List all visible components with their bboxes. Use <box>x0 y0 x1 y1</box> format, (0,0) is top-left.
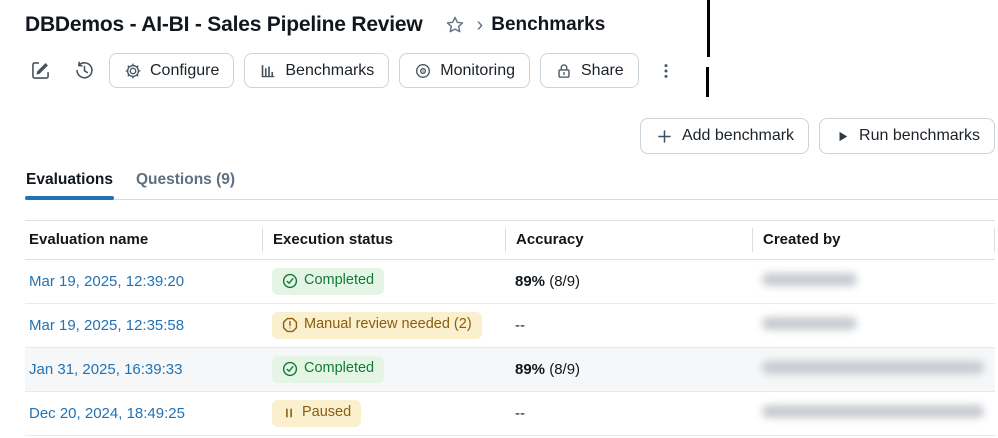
table-header-row: Evaluation name Execution status Accurac… <box>25 220 995 260</box>
status-label: Completed <box>304 272 375 289</box>
plus-icon <box>655 127 674 146</box>
accuracy-rest: (8/9) <box>545 361 581 378</box>
tab-bar: Evaluations Questions (9) <box>25 167 998 200</box>
redacted-name <box>762 317 857 330</box>
evaluation-link[interactable]: Dec 20, 2024, 18:49:25 <box>29 405 185 422</box>
created-by-cell <box>752 405 995 422</box>
edit-button[interactable] <box>25 56 55 86</box>
table-row[interactable]: Jan 31, 2025, 16:39:33 <box>25 348 995 392</box>
redacted-name <box>762 405 984 418</box>
check-circle-icon <box>282 273 298 289</box>
evaluation-name-cell: Jan 31, 2025, 16:39:33 <box>25 361 262 378</box>
overflow-menu-button[interactable] <box>651 56 681 86</box>
redacted-name <box>762 361 984 374</box>
benchmarks-button[interactable]: Benchmarks <box>244 53 390 88</box>
page-title: DBDemos - AI-BI - Sales Pipeline Review <box>25 13 423 36</box>
breadcrumb-chevron-icon: › <box>476 14 484 36</box>
status-label: Paused <box>302 404 352 421</box>
execution-status-cell: Completed <box>262 268 505 295</box>
table-row[interactable]: Mar 19, 2025, 12:39:20 <box>25 260 995 304</box>
pencil-square-icon <box>30 60 51 81</box>
favorite-button[interactable] <box>443 13 467 37</box>
status-badge: Completed <box>272 356 385 383</box>
evaluations-table: Evaluation name Execution status Accurac… <box>25 220 995 436</box>
status-label: Completed <box>304 360 375 377</box>
execution-status-cell: Manual review needed (2) <box>262 312 505 339</box>
table-row[interactable]: Mar 19, 2025, 12:35:58 <box>25 304 995 348</box>
share-label: Share <box>581 61 624 79</box>
table-row[interactable]: Dec 20, 2024, 18:49:25 <box>25 392 995 436</box>
eye-icon <box>414 62 432 80</box>
accuracy-rest: -- <box>515 317 525 334</box>
status-badge: Completed <box>272 268 385 295</box>
lock-icon <box>555 62 573 80</box>
created-by-cell <box>752 317 995 334</box>
created-by-cell <box>752 273 995 290</box>
accuracy-cell: -- <box>505 317 752 334</box>
accuracy-bold: 89% <box>515 273 546 290</box>
tab-evaluations[interactable]: Evaluations <box>25 167 114 200</box>
monitoring-button[interactable]: Monitoring <box>399 53 530 88</box>
column-header-created-by: Created by <box>752 228 995 252</box>
accuracy-rest: (8/9) <box>545 273 581 290</box>
evaluation-name-cell: Dec 20, 2024, 18:49:25 <box>25 405 262 422</box>
screenshot-artifact-line <box>706 67 709 97</box>
created-by-cell <box>752 361 995 378</box>
table-body: Mar 19, 2025, 12:39:20 <box>25 260 995 436</box>
accuracy-rest: -- <box>515 405 525 422</box>
screenshot-artifact-line <box>707 0 710 57</box>
column-header-evaluation-name: Evaluation name <box>29 231 149 248</box>
evaluation-link[interactable]: Mar 19, 2025, 12:35:58 <box>29 317 185 334</box>
execution-status-cell: Paused <box>262 400 505 427</box>
column-header-accuracy: Accuracy <box>505 228 752 252</box>
kebab-menu-icon <box>657 62 675 80</box>
bar-chart-icon <box>259 62 277 80</box>
run-benchmarks-button[interactable]: Run benchmarks <box>819 118 995 154</box>
configure-button[interactable]: Configure <box>109 53 235 88</box>
history-button[interactable] <box>69 56 99 86</box>
status-badge: Manual review needed (2) <box>272 312 482 339</box>
accuracy-bold: 89% <box>515 361 546 378</box>
accuracy-cell: -- <box>505 405 752 422</box>
star-icon <box>445 15 465 35</box>
clock-rewind-icon <box>74 60 95 81</box>
share-button[interactable]: Share <box>540 53 639 88</box>
add-benchmark-button[interactable]: Add benchmark <box>639 118 810 154</box>
evaluation-name-cell: Mar 19, 2025, 12:35:58 <box>25 317 262 334</box>
toolbar: Configure Benchmarks <box>25 53 998 88</box>
alert-octagon-icon <box>282 317 298 333</box>
evaluation-link[interactable]: Mar 19, 2025, 12:39:20 <box>29 273 185 290</box>
monitoring-label: Monitoring <box>440 61 515 79</box>
accuracy-cell: 89% (8/9) <box>505 273 752 290</box>
benchmark-actions: Add benchmark Run benchmarks <box>0 118 995 154</box>
configure-label: Configure <box>150 61 220 79</box>
page-header: DBDemos - AI-BI - Sales Pipeline Review … <box>0 0 998 37</box>
redacted-name <box>762 273 857 286</box>
play-icon <box>834 128 851 145</box>
evaluation-link[interactable]: Jan 31, 2025, 16:39:33 <box>29 361 183 378</box>
status-label: Manual review needed (2) <box>304 316 472 333</box>
pause-icon <box>282 406 296 420</box>
gear-icon <box>124 62 142 80</box>
execution-status-cell: Completed <box>262 356 505 383</box>
breadcrumb-current: Benchmarks <box>491 14 606 35</box>
evaluation-name-cell: Mar 19, 2025, 12:39:20 <box>25 273 262 290</box>
status-badge: Paused <box>272 400 362 427</box>
accuracy-cell: 89% (8/9) <box>505 361 752 378</box>
tab-questions[interactable]: Questions (9) <box>136 171 236 188</box>
check-circle-icon <box>282 361 298 377</box>
add-benchmark-label: Add benchmark <box>681 127 795 144</box>
benchmarks-label: Benchmarks <box>285 61 375 79</box>
column-header-execution-status: Execution status <box>262 228 505 252</box>
run-benchmarks-label: Run benchmarks <box>859 127 980 144</box>
